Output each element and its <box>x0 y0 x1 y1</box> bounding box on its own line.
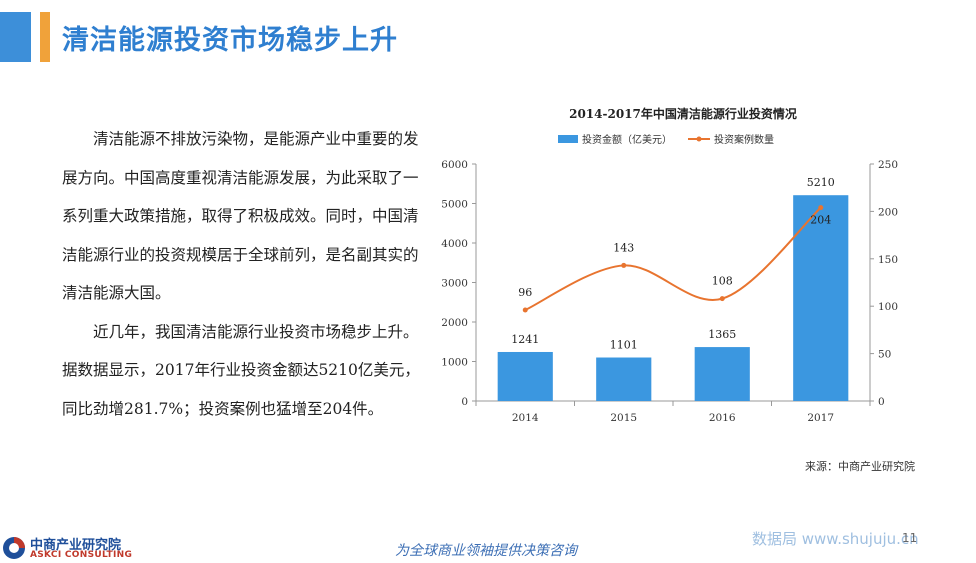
line-point-2016 <box>719 296 725 302</box>
logo-text-cn: 中商产业研究院 <box>30 538 122 553</box>
source-note: 来源：中商产业研究院 <box>805 460 915 473</box>
line-point-2017 <box>818 205 824 211</box>
logo-mark-icon <box>3 537 25 559</box>
line-value-label: 143 <box>613 241 634 254</box>
body-text: 清洁能源不排放污染物，是能源产业中重要的发展方向。中国高度重视清洁能源发展，为此… <box>62 120 422 428</box>
line-value-label: 204 <box>810 214 831 227</box>
bar-2017 <box>793 195 849 401</box>
y-left-tick-label: 5000 <box>441 199 468 211</box>
line-point-2015 <box>621 262 627 268</box>
bar-2015 <box>596 357 652 401</box>
watermark: 数据局 www.shujuju.cn <box>752 530 919 548</box>
legend-bar-swatch <box>558 135 578 143</box>
page-number: 11 <box>902 531 918 545</box>
chart-title: 2014-2017年中国清洁能源行业投资情况 <box>569 106 797 121</box>
y-right-tick-label: 200 <box>878 206 898 218</box>
paragraph-2: 近几年，我国清洁能源行业投资市场稳步上升。据数据显示，2017年行业投资金额达5… <box>62 322 420 418</box>
paragraph-1: 清洁能源不排放污染物，是能源产业中重要的发展方向。中国高度重视清洁能源发展，为此… <box>62 130 419 302</box>
x-tick-label: 2016 <box>709 412 736 424</box>
y-left-tick-label: 2000 <box>441 317 468 329</box>
bar-value-label: 1101 <box>610 339 638 352</box>
y-right-tick-label: 50 <box>878 349 891 361</box>
y-left-tick-label: 6000 <box>441 159 468 171</box>
title-accent-orange <box>40 12 50 62</box>
y-left-tick-label: 3000 <box>441 278 468 290</box>
title-bar: 清洁能源投资市场稳步上升 <box>0 12 976 62</box>
y-right-tick-label: 0 <box>878 396 885 408</box>
x-tick-label: 2017 <box>807 412 834 424</box>
legend-line-label: 投资案例数量 <box>714 133 774 146</box>
y-left-tick-label: 1000 <box>441 357 468 369</box>
logo-text-en: ASKCI CONSULTING <box>30 550 133 560</box>
cases-line <box>524 206 822 311</box>
bar-value-label: 1365 <box>708 328 736 341</box>
legend-line-marker <box>696 136 702 142</box>
y-left-tick-label: 4000 <box>441 238 468 250</box>
title-accent-blue <box>0 12 31 62</box>
y-right-tick-label: 250 <box>878 159 898 171</box>
line-value-label: 108 <box>712 275 733 288</box>
footer-slogan: 为全球商业领袖提供决策咨询 <box>395 543 577 559</box>
y-right-tick-label: 150 <box>878 254 898 266</box>
y-right-tick-label: 100 <box>878 301 898 313</box>
legend-bar-label: 投资金额（亿美元） <box>582 133 672 146</box>
line-value-label: 96 <box>518 286 532 299</box>
y-left-tick-label: 0 <box>461 396 468 408</box>
page-title: 清洁能源投资市场稳步上升 <box>62 25 398 56</box>
company-logo: 中商产业研究院 ASKCI CONSULTING <box>2 534 142 562</box>
x-tick-label: 2015 <box>610 412 637 424</box>
bar-2016 <box>694 347 750 401</box>
bar-value-label: 5210 <box>807 176 835 189</box>
bar-value-label: 1241 <box>511 333 539 346</box>
bar-2014 <box>497 351 553 401</box>
line-point-2014 <box>522 307 528 313</box>
x-tick-label: 2014 <box>512 412 539 424</box>
